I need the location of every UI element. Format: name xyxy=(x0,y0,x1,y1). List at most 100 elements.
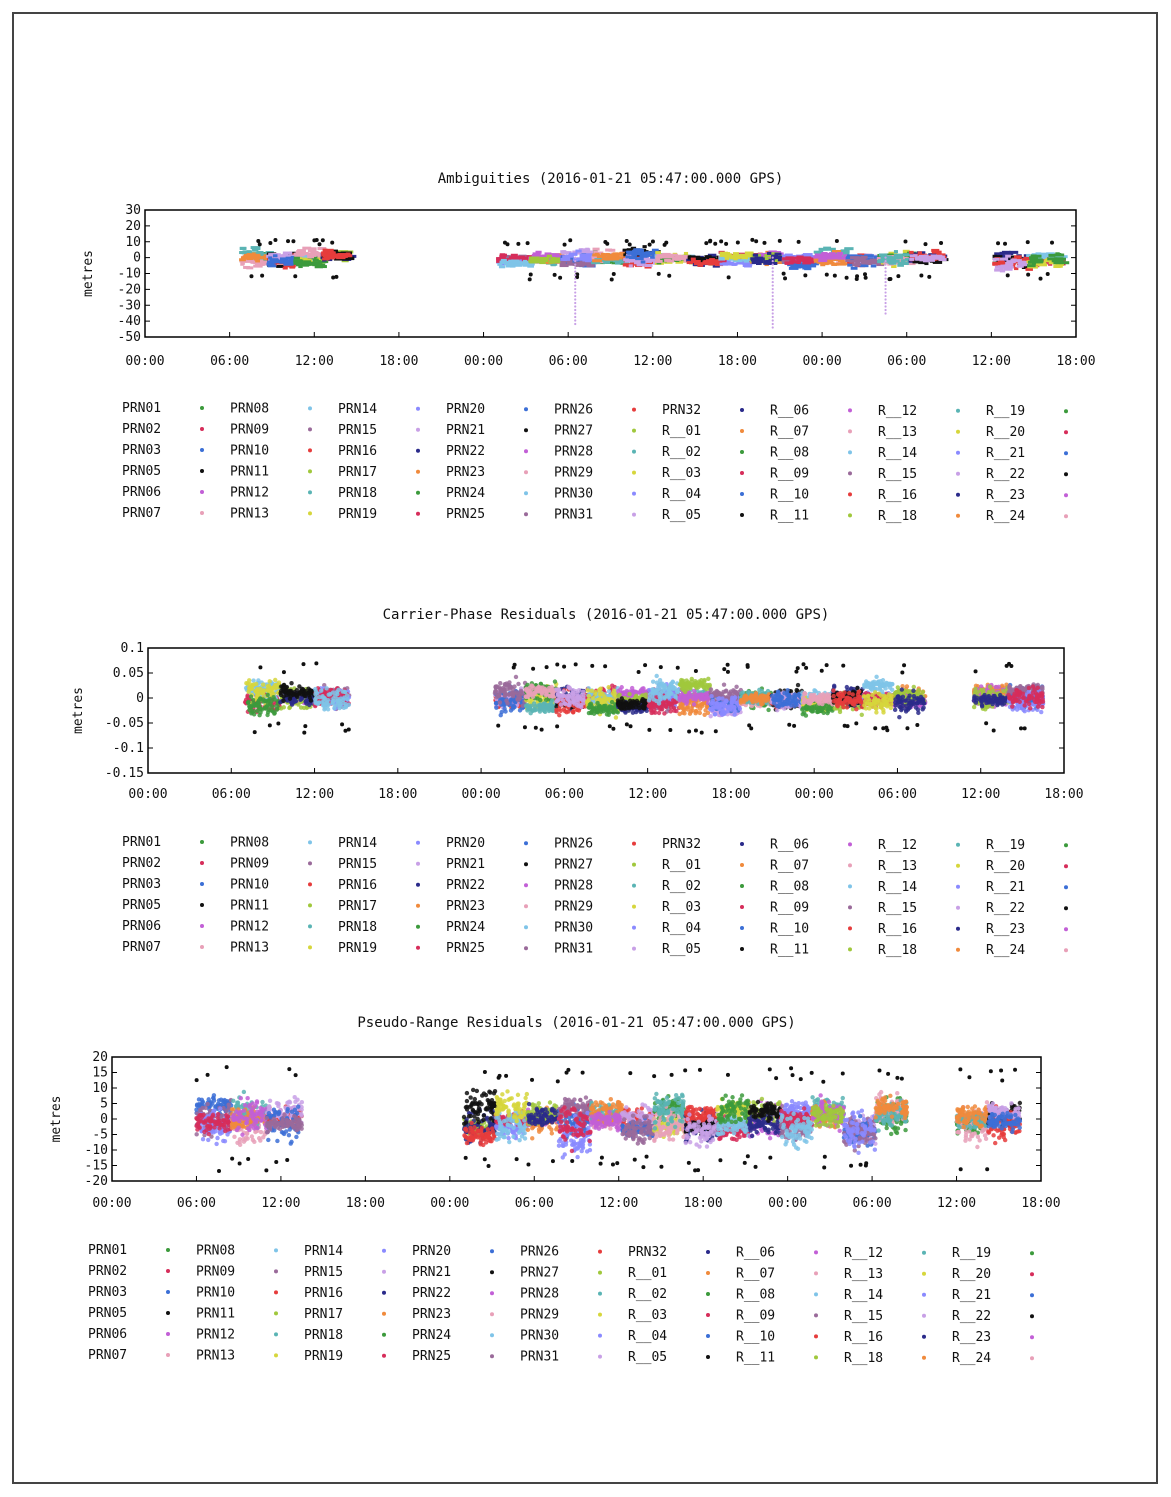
data-point xyxy=(863,272,868,277)
data-point xyxy=(884,294,887,298)
data-point xyxy=(313,700,319,706)
data-point xyxy=(300,257,311,261)
data-point xyxy=(276,264,285,268)
plot-frame xyxy=(144,209,1077,338)
data-point xyxy=(648,708,654,713)
data-point xyxy=(676,254,682,258)
data-point xyxy=(317,247,327,251)
data-point xyxy=(777,238,782,243)
data-point xyxy=(1014,267,1019,271)
legend-marker xyxy=(956,471,960,476)
data-point xyxy=(897,263,904,267)
data-point xyxy=(768,261,778,265)
data-point xyxy=(844,275,849,280)
data-point xyxy=(726,254,737,258)
data-point xyxy=(589,710,594,716)
data-point xyxy=(651,248,659,252)
data-point xyxy=(336,687,341,693)
data-point xyxy=(1018,263,1026,267)
data-point xyxy=(1051,259,1059,263)
legend-marker xyxy=(848,450,852,455)
data-point xyxy=(288,264,296,268)
data-point xyxy=(298,265,303,269)
data-point xyxy=(656,710,662,716)
data-point xyxy=(590,663,595,668)
legend-marker xyxy=(416,448,420,453)
data-point xyxy=(675,665,680,670)
data-point xyxy=(796,239,801,244)
data-point xyxy=(742,258,751,262)
data-point xyxy=(543,258,549,262)
data-point xyxy=(320,238,325,243)
data-point xyxy=(831,250,842,254)
data-point xyxy=(293,274,298,279)
data-point xyxy=(832,252,841,256)
data-point xyxy=(611,261,617,265)
legend-label: R__24 xyxy=(986,509,1025,524)
data-point xyxy=(498,265,506,269)
data-point xyxy=(318,263,326,267)
data-point xyxy=(239,251,249,255)
data-point xyxy=(686,258,692,262)
data-point xyxy=(572,258,578,262)
data-point xyxy=(800,264,810,268)
data-point xyxy=(564,259,573,263)
data-point xyxy=(1056,253,1063,257)
data-point xyxy=(516,681,521,687)
data-point xyxy=(572,252,578,256)
data-point xyxy=(633,705,639,710)
data-point xyxy=(628,724,633,729)
data-point xyxy=(723,254,728,258)
data-point xyxy=(691,259,696,263)
data-point xyxy=(683,256,691,260)
data-point xyxy=(554,707,559,713)
data-point xyxy=(850,266,858,270)
data-point xyxy=(917,251,922,255)
legend-label: PRN22 xyxy=(446,444,485,459)
data-point xyxy=(904,258,910,262)
data-point xyxy=(240,262,245,266)
data-point xyxy=(683,259,688,263)
data-point xyxy=(813,257,823,261)
data-point xyxy=(562,664,567,669)
legend-marker xyxy=(848,471,852,476)
data-point xyxy=(497,262,503,266)
data-point xyxy=(771,287,774,291)
data-point xyxy=(893,253,903,257)
y-tick-label: -10 xyxy=(118,267,141,282)
data-point xyxy=(281,670,286,675)
data-point xyxy=(884,280,887,284)
data-point xyxy=(527,692,533,698)
legend-marker xyxy=(524,428,528,433)
data-point xyxy=(555,692,561,698)
data-point xyxy=(918,261,927,265)
data-point xyxy=(732,252,739,256)
data-point xyxy=(771,294,774,298)
data-point xyxy=(512,684,517,689)
data-point xyxy=(606,712,611,717)
data-point xyxy=(925,258,936,262)
data-point xyxy=(340,689,346,694)
data-point xyxy=(291,239,296,244)
data-point xyxy=(331,275,336,280)
legend-label: PRN08 xyxy=(230,401,269,416)
data-point xyxy=(751,260,761,264)
data-point xyxy=(574,319,577,322)
legend-marker xyxy=(200,406,204,410)
legend-label: R__19 xyxy=(986,404,1025,419)
data-point xyxy=(703,260,709,264)
data-point xyxy=(657,687,662,692)
data-point xyxy=(570,257,575,261)
data-point xyxy=(311,253,317,257)
data-point xyxy=(804,259,809,263)
legend-label: PRN13 xyxy=(230,506,269,521)
data-point xyxy=(708,239,713,244)
data-point xyxy=(250,253,256,257)
data-point xyxy=(633,261,643,265)
legend-marker xyxy=(956,450,960,455)
legend-marker xyxy=(740,429,744,433)
data-point xyxy=(855,274,860,279)
data-point xyxy=(528,259,534,263)
data-point xyxy=(525,241,530,246)
data-point xyxy=(614,261,621,265)
